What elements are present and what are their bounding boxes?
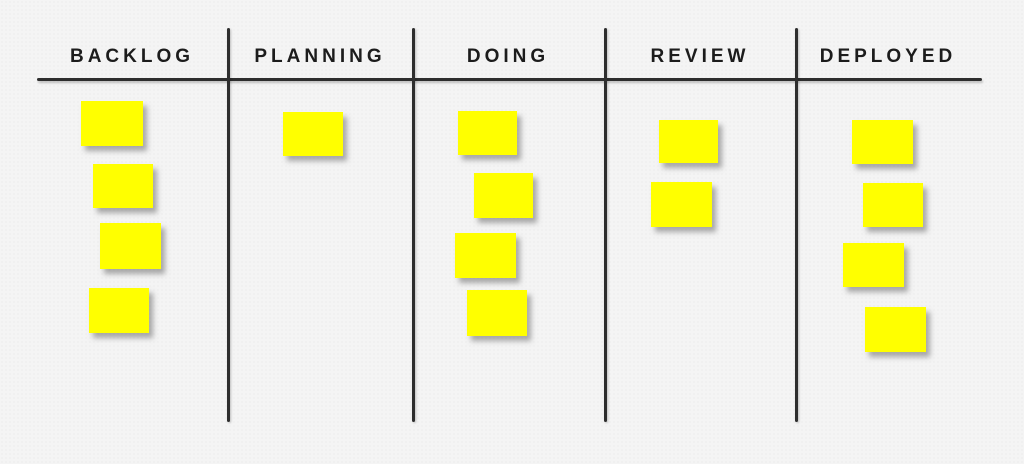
sticky-note[interactable] — [100, 223, 161, 269]
column-divider — [227, 28, 230, 422]
sticky-note[interactable] — [458, 111, 517, 155]
sticky-note[interactable] — [89, 288, 149, 333]
sticky-note[interactable] — [863, 183, 923, 227]
column-header-deployed: DEPLOYED — [819, 46, 957, 67]
sticky-note[interactable] — [651, 182, 712, 227]
header-underline-line — [37, 78, 982, 81]
sticky-note[interactable] — [474, 173, 533, 218]
sticky-note[interactable] — [283, 112, 343, 156]
sticky-note[interactable] — [455, 233, 516, 278]
column-divider — [795, 28, 798, 422]
column-header-planning: PLANNING — [254, 46, 386, 67]
column-header-review: REVIEW — [650, 46, 750, 67]
column-header-backlog: BACKLOG — [69, 46, 195, 67]
column-header-doing: DOING — [466, 46, 550, 67]
sticky-note[interactable] — [843, 243, 904, 287]
sticky-note[interactable] — [852, 120, 913, 164]
sticky-note[interactable] — [467, 290, 527, 336]
sticky-note[interactable] — [865, 307, 926, 352]
column-divider — [604, 28, 607, 422]
column-divider — [412, 28, 415, 422]
sticky-note[interactable] — [81, 101, 143, 146]
sticky-note[interactable] — [659, 120, 718, 163]
sticky-note[interactable] — [93, 164, 153, 208]
